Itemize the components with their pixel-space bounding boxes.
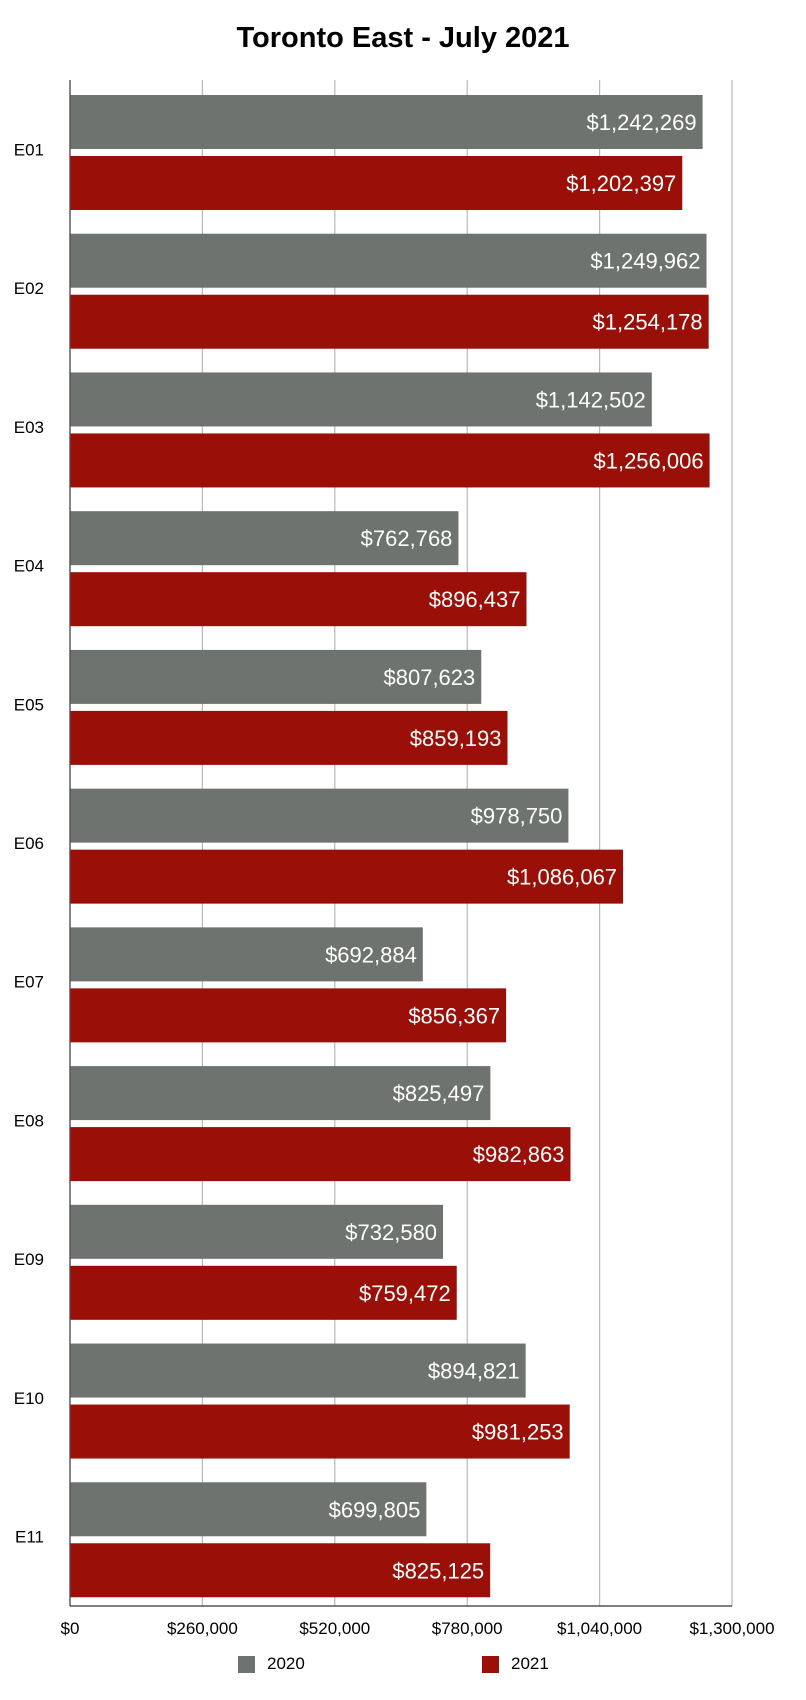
bar-2020-E09: [70, 1204, 444, 1259]
x-tick-label: $520,000: [299, 1619, 370, 1638]
data-label: $982,863: [473, 1142, 565, 1167]
data-label: $699,805: [329, 1497, 421, 1522]
bar-2020-E07: [70, 927, 423, 982]
legend-label-2020: 2020: [267, 1654, 305, 1673]
legend-item-2020: 2020: [238, 1654, 305, 1674]
bar-2021-E06: [70, 849, 624, 904]
x-tick-label: $1,040,000: [557, 1619, 642, 1638]
data-label: $1,142,502: [536, 387, 646, 412]
data-label: $1,242,269: [586, 110, 696, 135]
y-category-label: E01: [14, 140, 44, 159]
legend-swatch-2021: [482, 1655, 499, 1673]
bar-2021-E05: [70, 710, 508, 765]
legend-item-2021: 2021: [482, 1654, 549, 1674]
data-label: $807,623: [384, 665, 476, 690]
data-label: $981,253: [472, 1420, 564, 1445]
data-label: $978,750: [471, 804, 563, 829]
x-tick-label: $780,000: [432, 1619, 503, 1638]
data-label: $896,437: [429, 587, 521, 612]
bar-2021-E04: [70, 572, 527, 627]
data-label: $1,086,067: [507, 865, 617, 890]
y-category-label: E11: [15, 1528, 44, 1547]
bar-2021-E10: [70, 1404, 570, 1459]
data-label: $692,884: [325, 942, 417, 967]
bar-2020-E01: [70, 95, 703, 149]
bar-2021-E03: [70, 433, 710, 488]
data-label: $1,256,006: [593, 448, 703, 473]
bar-2021-E01: [70, 156, 683, 210]
data-label: $1,254,178: [593, 310, 703, 335]
y-category-label: E08: [14, 1111, 44, 1130]
bar-2021-E11: [70, 1543, 491, 1598]
data-label: $762,768: [361, 526, 453, 551]
bar-2020-E02: [70, 233, 707, 288]
bar-2020-E03: [70, 372, 652, 427]
data-label: $825,497: [393, 1081, 485, 1106]
bar-2020-E10: [70, 1343, 526, 1398]
legend-label-2021: 2021: [511, 1654, 549, 1673]
data-label: $856,367: [408, 1003, 500, 1028]
bar-2021-E09: [70, 1265, 457, 1320]
bar-2021-E07: [70, 988, 507, 1043]
bar-2021-E08: [70, 1127, 571, 1182]
bar-2020-E08: [70, 1066, 491, 1121]
bar-2020-E06: [70, 788, 569, 843]
x-tick-label: $260,000: [167, 1619, 238, 1638]
data-label: $825,125: [392, 1558, 484, 1583]
y-category-label: E03: [14, 418, 44, 437]
bar-2020-E11: [70, 1482, 427, 1537]
x-tick-label: $1,300,000: [689, 1619, 774, 1638]
bar-2021-E02: [70, 294, 709, 349]
bar-2020-E04: [70, 511, 459, 566]
data-label: $1,249,962: [590, 249, 700, 274]
legend-swatch-2020: [238, 1655, 255, 1673]
data-label: $759,472: [359, 1281, 451, 1306]
data-label: $859,193: [410, 726, 502, 751]
bar-2020-E05: [70, 649, 482, 704]
y-category-label: E02: [14, 279, 44, 298]
y-category-label: E09: [14, 1250, 44, 1269]
y-category-label: E05: [14, 695, 44, 714]
legend: 2020 2021: [0, 1654, 806, 1678]
y-category-label: E04: [14, 557, 44, 576]
y-category-label: E07: [14, 973, 44, 992]
y-category-label: E10: [14, 1389, 44, 1408]
data-label: $1,202,397: [566, 171, 676, 196]
x-tick-label: $0: [61, 1619, 80, 1638]
y-category-label: E06: [14, 834, 44, 853]
data-label: $732,580: [345, 1220, 437, 1245]
chart-title: Toronto East - July 2021: [236, 22, 570, 54]
data-label: $894,821: [428, 1359, 520, 1384]
